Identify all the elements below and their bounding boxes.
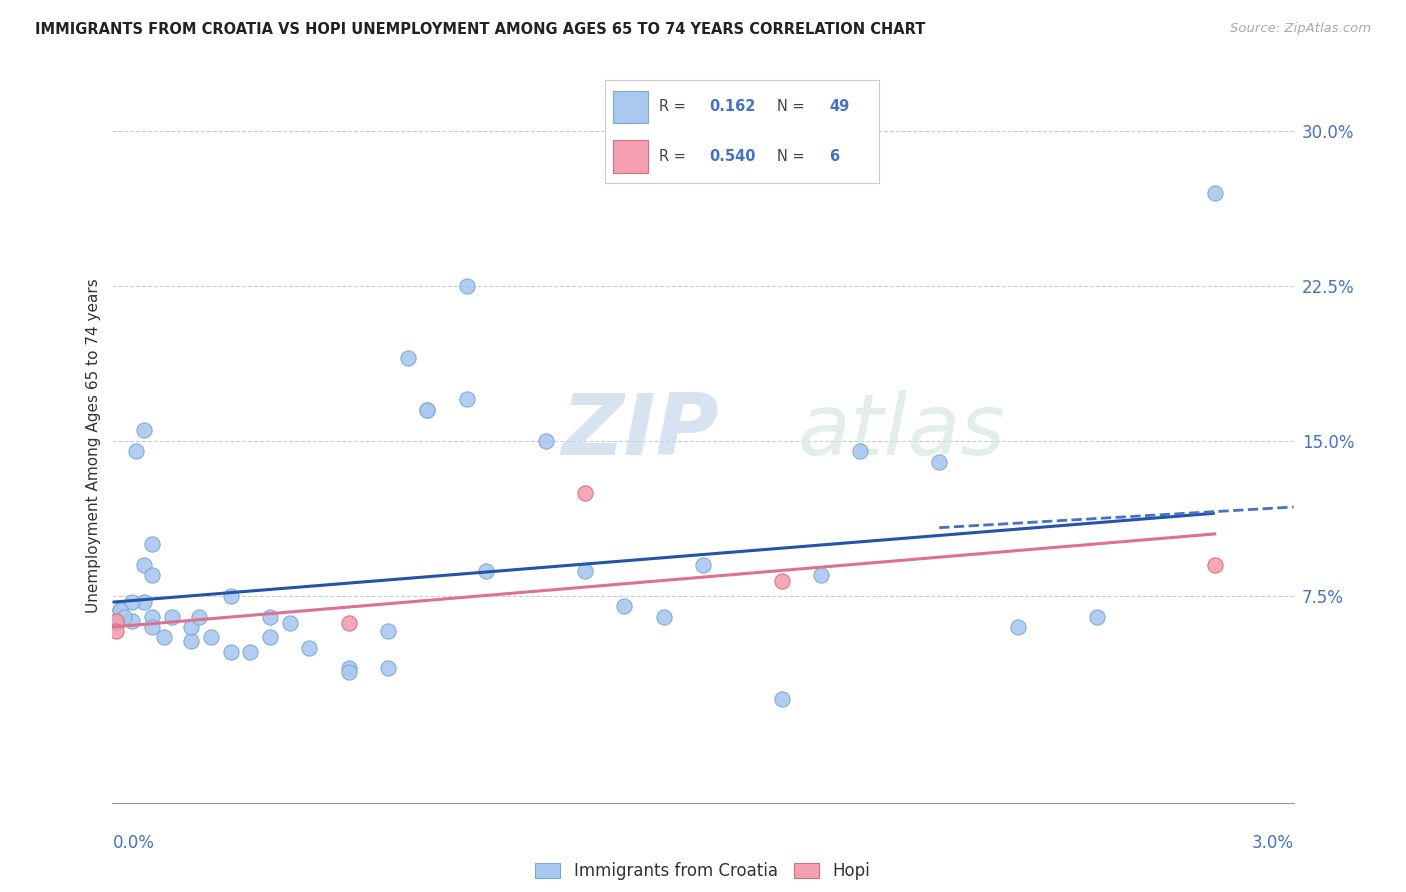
Point — [239, 645, 262, 659]
Point — [112, 609, 135, 624]
Y-axis label: Unemployment Among Ages 65 to 74 years: Unemployment Among Ages 65 to 74 years — [86, 278, 101, 614]
Point — [132, 558, 155, 572]
Point — [337, 661, 360, 675]
Point — [219, 589, 242, 603]
Point — [337, 615, 360, 630]
Point — [770, 692, 793, 706]
Point — [534, 434, 557, 448]
Point — [1007, 620, 1029, 634]
Point — [259, 630, 281, 644]
Text: atlas: atlas — [797, 390, 1005, 474]
Point — [1204, 186, 1226, 200]
Point — [1085, 609, 1108, 624]
Text: 3.0%: 3.0% — [1251, 834, 1294, 852]
Point — [105, 615, 128, 630]
Point — [377, 661, 399, 675]
Point — [849, 444, 872, 458]
Point — [121, 595, 143, 609]
Text: N =: N = — [778, 99, 804, 114]
Point — [928, 454, 950, 468]
Point — [396, 351, 419, 365]
Point — [141, 609, 163, 624]
Point — [141, 568, 163, 582]
Point — [456, 278, 478, 293]
Point — [475, 564, 498, 578]
Text: 0.0%: 0.0% — [112, 834, 155, 852]
Text: 49: 49 — [830, 99, 849, 114]
Point — [152, 630, 174, 644]
Text: IMMIGRANTS FROM CROATIA VS HOPI UNEMPLOYMENT AMONG AGES 65 TO 74 YEARS CORRELATI: IMMIGRANTS FROM CROATIA VS HOPI UNEMPLOY… — [35, 22, 925, 37]
Point — [416, 402, 439, 417]
Text: 6: 6 — [830, 149, 839, 164]
Point — [298, 640, 321, 655]
Legend: Immigrants from Croatia, Hopi: Immigrants from Croatia, Hopi — [536, 862, 870, 880]
Point — [652, 609, 675, 624]
Point — [1204, 558, 1226, 572]
Point — [132, 424, 155, 438]
Point — [180, 634, 202, 648]
Point — [770, 574, 793, 589]
Point — [110, 603, 132, 617]
Text: Source: ZipAtlas.com: Source: ZipAtlas.com — [1230, 22, 1371, 36]
Point — [105, 624, 128, 639]
Point — [416, 402, 439, 417]
Point — [188, 609, 211, 624]
Text: R =: R = — [659, 99, 686, 114]
FancyBboxPatch shape — [613, 91, 648, 123]
Point — [613, 599, 636, 614]
Point — [121, 614, 143, 628]
Point — [337, 665, 360, 680]
Point — [180, 620, 202, 634]
Point — [692, 558, 714, 572]
Point — [141, 537, 163, 551]
Text: 0.162: 0.162 — [709, 99, 755, 114]
Point — [160, 609, 183, 624]
Point — [278, 615, 301, 630]
Point — [132, 595, 155, 609]
Point — [456, 392, 478, 407]
Point — [574, 485, 596, 500]
FancyBboxPatch shape — [613, 140, 648, 173]
Point — [110, 603, 132, 617]
Text: N =: N = — [778, 149, 804, 164]
Point — [125, 444, 148, 458]
Point — [810, 568, 832, 582]
Point — [259, 609, 281, 624]
Point — [219, 645, 242, 659]
Text: R =: R = — [659, 149, 686, 164]
Text: 0.540: 0.540 — [709, 149, 755, 164]
Point — [574, 564, 596, 578]
Point — [105, 614, 128, 628]
Point — [141, 620, 163, 634]
Point — [377, 624, 399, 639]
Point — [200, 630, 222, 644]
Text: ZIP: ZIP — [561, 390, 718, 474]
